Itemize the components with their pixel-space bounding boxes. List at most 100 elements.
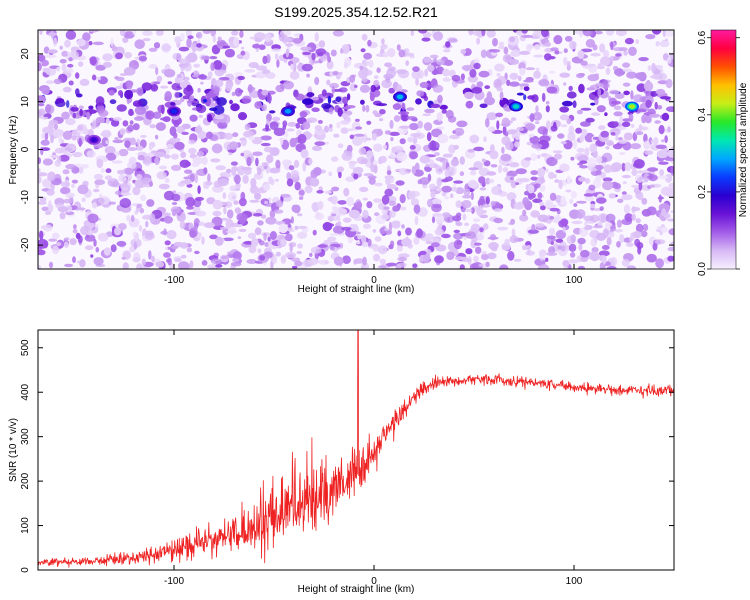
spectrogram-cell <box>583 226 592 231</box>
spectrogram-cell <box>271 48 282 52</box>
spectrogram-cell <box>138 55 147 62</box>
spectrogram-cell <box>210 258 223 265</box>
spectrogram-cell <box>340 49 344 54</box>
spectrogram-cell <box>496 120 500 130</box>
spectrogram-cell <box>527 246 531 255</box>
spectrogram-cell <box>248 136 255 141</box>
spectrogram-cell <box>181 131 189 135</box>
spectrogram-cell <box>211 143 223 154</box>
spectrogram-cell <box>624 37 634 45</box>
spectrogram-cell <box>513 202 525 210</box>
spectrogram-cell <box>269 121 279 130</box>
spectrogram-cell <box>243 130 254 138</box>
spectrogram-cell <box>607 231 615 238</box>
spectrogram-cell <box>467 148 475 153</box>
spectrogram-cell <box>544 199 554 209</box>
spectrogram-cell <box>431 198 442 206</box>
spectrogram-cell <box>164 91 172 101</box>
spectrogram-cell <box>578 83 585 94</box>
spectrogram-cell <box>198 221 205 226</box>
spectrogram-cell <box>445 41 451 48</box>
spectrogram-cell <box>374 182 383 187</box>
spectrogram-cell <box>465 231 477 239</box>
spectrogram-cell <box>592 225 603 229</box>
spectrogram-cell <box>381 194 390 205</box>
spectrogram-cell <box>163 154 171 159</box>
spectrogram-cell <box>317 244 328 248</box>
spectrogram-cell <box>346 128 355 132</box>
spectrogram-cell <box>522 209 527 217</box>
spectrogram-cell <box>136 138 141 146</box>
spectrogram-cell <box>43 129 48 134</box>
spectrogram-cell <box>38 265 42 269</box>
spectrogram-cell <box>443 49 451 53</box>
spectrogram-cell <box>630 90 634 100</box>
spectrogram-cell <box>254 192 262 200</box>
spectrogram-cell <box>306 73 310 78</box>
spectrogram-cell <box>291 265 298 269</box>
colorbar-label: Normalized spectral amplitude <box>738 82 749 217</box>
spectrogram-cell <box>286 172 292 181</box>
spectrogram-cell <box>487 252 497 260</box>
spectrogram-cell <box>533 70 541 79</box>
spectrogram-cell <box>602 79 609 90</box>
spectrogram-cell <box>500 122 511 127</box>
spectrogram-cell <box>602 228 609 239</box>
spectrogram-cell <box>479 187 487 191</box>
spectrogram-cell <box>399 125 411 129</box>
spectrogram-cell <box>188 139 196 145</box>
spectrogram-cell <box>589 251 600 262</box>
spectrogram-cell <box>340 120 350 125</box>
spectrogram-cell <box>110 178 115 182</box>
spectrogram-cell <box>158 183 170 190</box>
spectrogram-cell <box>46 189 55 196</box>
spectrogram-cell <box>132 123 140 131</box>
y-tick-label: 500 <box>20 339 31 356</box>
spectrogram-cell <box>281 159 293 166</box>
spectrogram-cell <box>315 211 320 217</box>
spectrogram-cell <box>638 124 643 131</box>
y-tick-label: -20 <box>20 237 31 252</box>
colorbar-tick-label: 0.0 <box>697 262 708 276</box>
snr-y-label: SNR (10 * v/v) <box>8 418 19 482</box>
spectrogram-cell <box>641 197 648 205</box>
spectrogram-cell <box>530 170 538 176</box>
spectrogram-cell <box>372 245 379 252</box>
spectrogram-cell <box>217 36 222 41</box>
spectrogram-cell <box>622 82 631 87</box>
spectrogram-cell <box>215 165 226 171</box>
spectrogram-cell <box>188 147 197 155</box>
spectrogram-cell <box>328 127 333 132</box>
spectrogram-cell <box>559 163 570 172</box>
spectrogram-cell <box>302 98 314 105</box>
spectrogram-cell <box>316 190 324 194</box>
spectrogram-cell <box>360 99 365 105</box>
spectrogram-cell <box>88 105 94 110</box>
spectrogram-cell <box>155 67 159 76</box>
spectrogram-cell <box>166 143 173 148</box>
spectrogram-cell <box>48 200 52 210</box>
spectrogram-cell <box>53 128 65 138</box>
spectrogram-cell <box>616 219 622 228</box>
spectrogram-cell <box>145 220 149 228</box>
spectrogram-cell <box>216 97 227 106</box>
spectrogram-cell <box>511 228 516 237</box>
spectrogram-cell <box>343 187 350 197</box>
spectrogram-cell <box>604 112 608 117</box>
spectrogram-cell <box>197 88 201 93</box>
spectrogram-cell <box>254 32 266 41</box>
spectrogram-cell <box>142 155 152 164</box>
spectrogram-cell <box>636 83 647 93</box>
spectrogram-cell <box>337 220 342 227</box>
spectrogram-cell <box>445 109 454 119</box>
spectrogram-cell <box>545 100 550 105</box>
spectrogram-cell <box>446 251 455 261</box>
spectrogram-cell <box>398 167 408 176</box>
spectrogram-cell <box>126 82 133 90</box>
spectrogram-cell <box>541 30 549 38</box>
spectrogram-cell <box>652 242 658 251</box>
spectrogram-cell <box>240 46 245 50</box>
spectrogram-cell <box>613 121 619 127</box>
spectrogram-cell <box>559 114 570 121</box>
spectrogram-cell <box>311 145 323 151</box>
